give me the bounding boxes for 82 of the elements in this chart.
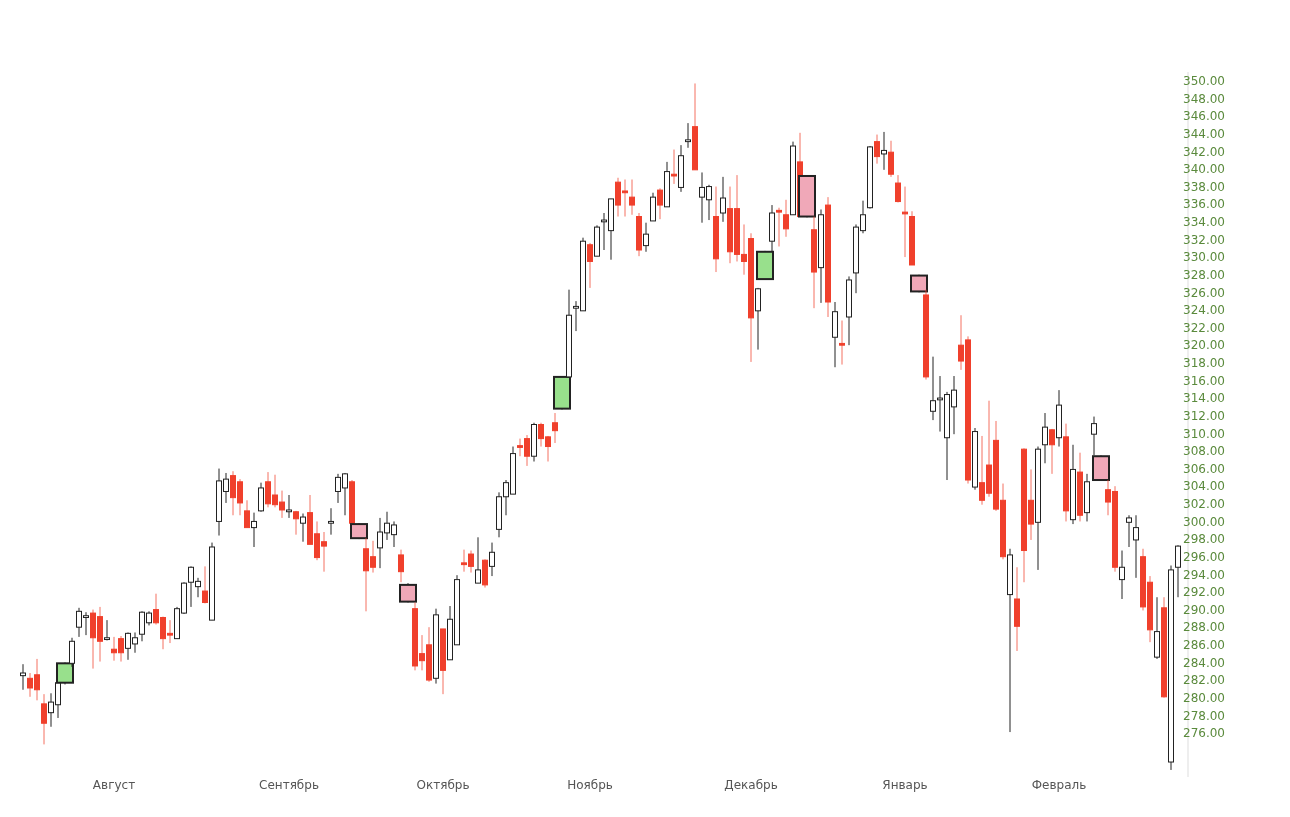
candlestick xyxy=(20,663,26,691)
candlestick xyxy=(202,565,208,604)
candlestick xyxy=(398,549,404,583)
y-tick-label: 284.00 xyxy=(1183,655,1225,670)
y-tick-label: 338.00 xyxy=(1183,179,1225,194)
x-tick-label: Декабрь xyxy=(724,778,778,792)
y-tick-label: 350.00 xyxy=(1183,74,1225,89)
y-tick-label: 282.00 xyxy=(1183,673,1225,688)
candlestick xyxy=(671,149,677,185)
candlestick xyxy=(552,412,558,444)
y-tick-label: 298.00 xyxy=(1183,532,1225,547)
candlestick xyxy=(657,187,663,220)
candlestick xyxy=(930,356,936,421)
y-tick-label: 292.00 xyxy=(1183,585,1225,600)
y-tick-label: 304.00 xyxy=(1183,479,1225,494)
y-tick-label: 328.00 xyxy=(1183,267,1225,282)
y-tick-label: 300.00 xyxy=(1183,514,1225,529)
y-tick-label: 294.00 xyxy=(1183,567,1225,582)
y-tick-label: 306.00 xyxy=(1183,461,1225,476)
x-tick-label: Январь xyxy=(882,778,928,792)
candlestick xyxy=(587,242,593,289)
y-tick-label: 316.00 xyxy=(1183,373,1225,388)
candlestick xyxy=(1042,412,1048,464)
candlestick xyxy=(643,222,649,253)
x-tick-label: Сентябрь xyxy=(259,778,319,792)
y-tick-label: 280.00 xyxy=(1183,690,1225,705)
y-tick-label: 336.00 xyxy=(1183,197,1225,212)
y-tick-label: 334.00 xyxy=(1183,215,1225,230)
candlestick xyxy=(300,513,306,543)
candlestick xyxy=(1133,514,1139,579)
candlestick xyxy=(286,494,292,519)
candlestick xyxy=(888,140,894,178)
x-tick-label: Октябрь xyxy=(416,778,470,792)
y-tick-label: 324.00 xyxy=(1183,303,1225,318)
x-tick-label: Ноябрь xyxy=(567,778,613,792)
candlestick xyxy=(650,192,656,222)
candlestick xyxy=(489,542,495,577)
y-tick-label: 332.00 xyxy=(1183,232,1225,247)
y-tick-label: 278.00 xyxy=(1183,708,1225,723)
candlestick xyxy=(1119,550,1125,600)
y-tick-label: 288.00 xyxy=(1183,620,1225,635)
candlestick xyxy=(1049,428,1055,475)
y-tick-label: 308.00 xyxy=(1183,444,1225,459)
y-tick-label: 310.00 xyxy=(1183,426,1225,441)
candlestick xyxy=(895,174,901,203)
candlestick xyxy=(755,287,761,351)
candlestick xyxy=(720,176,726,223)
y-tick-label: 276.00 xyxy=(1183,726,1225,741)
candlestick xyxy=(874,134,880,165)
candlestick xyxy=(251,512,257,548)
candlestick xyxy=(244,499,250,529)
y-tick-label: 322.00 xyxy=(1183,320,1225,335)
candlestick xyxy=(41,693,47,745)
y-tick-label: 340.00 xyxy=(1183,162,1225,177)
candlestick xyxy=(629,179,635,216)
y-tick-label: 344.00 xyxy=(1183,126,1225,141)
y-tick-label: 302.00 xyxy=(1183,497,1225,512)
y-tick-label: 326.00 xyxy=(1183,285,1225,300)
y-tick-label: 348.00 xyxy=(1183,91,1225,106)
candlestick xyxy=(258,482,264,513)
candlestick xyxy=(1126,514,1132,548)
candlestick xyxy=(881,131,887,171)
x-tick-label: Февраль xyxy=(1031,778,1087,792)
x-tick-label: Август xyxy=(92,778,136,792)
candlestick xyxy=(776,207,782,247)
y-tick-label: 314.00 xyxy=(1183,391,1225,406)
candlestick xyxy=(1175,544,1181,598)
y-tick-label: 286.00 xyxy=(1183,638,1225,653)
candlestick xyxy=(685,122,691,149)
candlestick xyxy=(783,199,789,238)
y-tick-label: 312.00 xyxy=(1183,408,1225,423)
y-tick-label: 330.00 xyxy=(1183,250,1225,265)
y-tick-label: 320.00 xyxy=(1183,338,1225,353)
y-tick-label: 318.00 xyxy=(1183,356,1225,371)
y-tick-label: 296.00 xyxy=(1183,549,1225,564)
candlestick xyxy=(328,507,334,536)
y-tick-label: 346.00 xyxy=(1183,109,1225,124)
y-tick-label: 342.00 xyxy=(1183,144,1225,159)
candlestick xyxy=(839,320,845,366)
candlestick xyxy=(475,536,481,584)
candlestick xyxy=(902,186,908,258)
y-tick-label: 290.00 xyxy=(1183,602,1225,617)
